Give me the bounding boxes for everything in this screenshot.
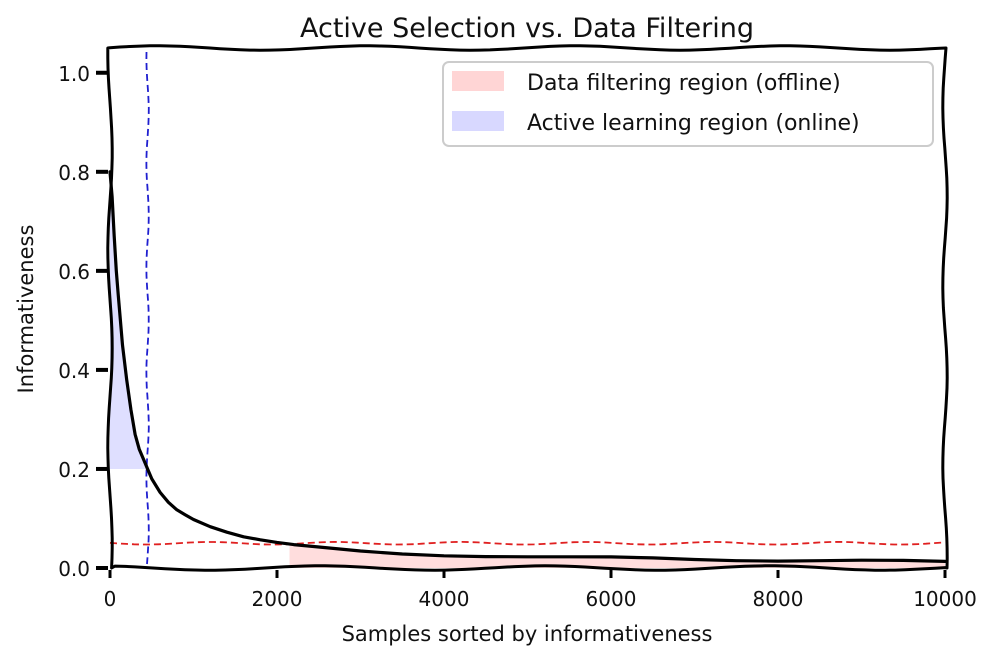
active-learning-region [110,171,148,470]
filter-threshold-line [109,540,943,546]
y-axis-title: Informativeness [14,225,38,394]
legend: Data filtering region (offline) Active l… [442,61,934,147]
legend-swatch-data-filtering [452,71,504,91]
series-layer [108,170,947,563]
shaded-regions [110,171,945,568]
x-tick-label: 2000 [252,587,303,611]
legend-swatch-active-learning [452,111,504,131]
x-axis-ticks: 0 2000 4000 6000 8000 10000 [104,570,977,611]
y-axis-ticks: 0.0 0.2 0.4 0.6 0.8 1.0 [58,62,108,581]
x-tick-label: 8000 [753,587,804,611]
x-axis-title: Samples sorted by informativeness [342,622,713,646]
y-tick-label: 0.4 [58,359,90,383]
legend-label-data-filtering: Data filtering region (offline) [527,71,841,96]
active-threshold-line [145,51,150,565]
x-tick-label: 10000 [913,587,977,611]
legend-box [442,61,934,147]
chart-title: Active Selection vs. Data Filtering [300,13,754,44]
x-tick-label: 4000 [419,587,470,611]
x-tick-label: 0 [104,587,117,611]
y-tick-label: 1.0 [58,62,90,86]
y-tick-label: 0.8 [58,161,90,185]
threshold-lines [109,51,943,565]
y-tick-label: 0.0 [58,557,90,581]
informativeness-curve [108,170,947,563]
legend-label-active-learning: Active learning region (online) [527,111,860,136]
y-tick-label: 0.2 [58,458,90,482]
x-tick-label: 6000 [586,587,637,611]
y-tick-label: 0.6 [58,260,90,284]
plot-frame [106,44,949,572]
